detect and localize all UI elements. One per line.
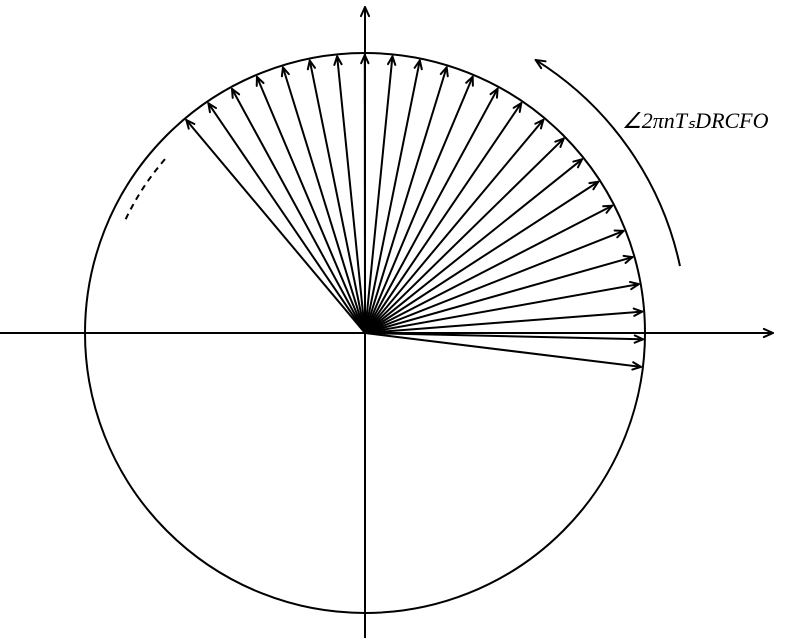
angle-label: ∠2πnTₛDRCFO xyxy=(622,108,769,134)
diagram-canvas xyxy=(0,0,800,639)
